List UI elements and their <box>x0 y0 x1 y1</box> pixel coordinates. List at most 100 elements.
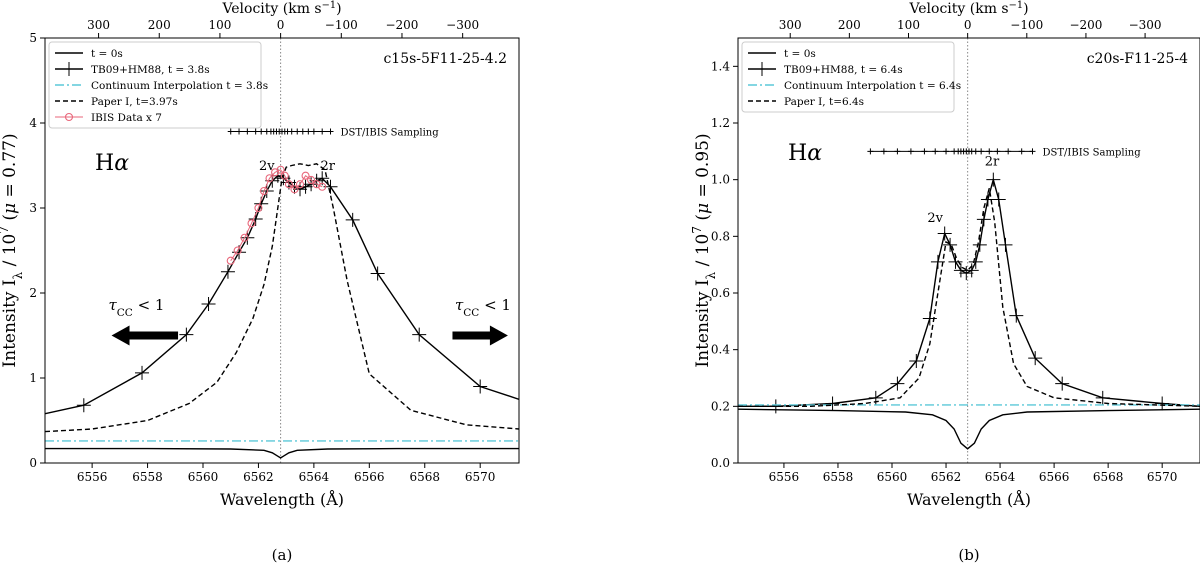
data-point-plus <box>937 226 952 241</box>
series-line <box>738 177 1200 407</box>
sampling-tick <box>258 128 265 135</box>
data-point-plus <box>298 179 313 194</box>
y-tick-label: 1 <box>29 371 37 385</box>
figure-label: (a) <box>272 546 293 564</box>
data-point-circle <box>284 180 293 189</box>
legend-marker <box>64 112 74 122</box>
legend-box <box>48 41 262 129</box>
data-point-plus <box>972 237 987 252</box>
sampling-tick <box>932 148 939 155</box>
data-point-plus <box>179 327 194 342</box>
x-tick-label: 6558 <box>132 470 163 484</box>
legend-item: Paper I, t=3.97s <box>55 96 178 108</box>
y-axis-label: Intensity Iλ / 107 (μ = 0.95) <box>690 133 718 367</box>
sampling-tick <box>994 148 1001 155</box>
sampling-label: DST/IBIS Sampling <box>341 128 440 139</box>
x-tick-label: 6562 <box>931 470 962 484</box>
y-tick-label: 0 <box>29 456 37 470</box>
x-tick-label: 6568 <box>1093 470 1124 484</box>
panel-a: DST/IBIS Sampling 2v 2r τCC < 1 τCC < 1 Hα c15… <box>0 0 520 509</box>
legend-label: Continuum Interpolation t = 3.8s <box>91 80 268 92</box>
legend: t = 0s TB09+HM88, t = 6.4s Continuum Inter… <box>741 41 961 113</box>
sampling-tick <box>867 148 874 155</box>
top-tick-label: 100 <box>897 18 920 32</box>
data-point-circle <box>276 165 285 174</box>
y-tick-label: 2 <box>29 286 37 300</box>
series-0 <box>45 447 519 459</box>
y-tick-label: 4 <box>29 116 37 130</box>
legend-label: TB09+HM88, t = 6.4s <box>784 64 903 76</box>
data-point-plus <box>220 264 235 279</box>
series-1 <box>738 172 1200 414</box>
legend-box <box>741 41 955 113</box>
sampling-tick <box>986 148 993 155</box>
data-point-plus <box>976 212 991 227</box>
legend-label: IBIS Data x 7 <box>91 112 162 124</box>
series-line <box>45 174 519 415</box>
legend-label: Paper I, t=3.97s <box>91 96 178 108</box>
data-point-plus <box>825 396 840 411</box>
y-tick-label: 1.2 <box>711 116 730 130</box>
x-tick-label: 6564 <box>985 470 1016 484</box>
legend-marker <box>62 62 76 76</box>
y-tick-label: 0.8 <box>711 229 730 243</box>
series-0 <box>738 408 1200 450</box>
data-point-plus <box>135 365 150 380</box>
y-tick-label: 1.4 <box>711 59 730 73</box>
sampling-tick <box>299 128 306 135</box>
sampling-tick <box>1018 148 1025 155</box>
sampling-tick <box>327 128 334 135</box>
data-point-circle <box>233 246 242 255</box>
sampling-tick <box>978 148 985 155</box>
arrow-left-icon <box>111 325 179 346</box>
data-point-plus <box>968 254 983 269</box>
annotation-2r: 2r <box>320 159 335 174</box>
line-label: Hα <box>788 141 822 166</box>
annotation-2v: 2v <box>259 159 275 174</box>
legend-label: Paper I, t=6.4s <box>784 96 864 108</box>
legend-item: Continuum Interpolation t = 6.4s <box>748 80 961 92</box>
x-tick-label: 6558 <box>823 470 854 484</box>
data-point-plus <box>76 398 91 413</box>
legend-item: IBIS Data x 7 <box>55 112 162 124</box>
top-tick-label: −200 <box>385 18 418 32</box>
panel-b: DST/IBIS Sampling 2v 2r Hα c20s-F11-25-4 6556… <box>690 0 1200 509</box>
series-4 <box>226 165 327 265</box>
series-line <box>738 188 1200 407</box>
data-point-circle <box>265 174 274 183</box>
legend: t = 0s TB09+HM88, t = 3.8s Continuum Inter… <box>48 41 268 129</box>
y-tick-label: 1.0 <box>711 173 730 187</box>
sampling-tick <box>907 148 914 155</box>
top-tick-label: 100 <box>208 18 231 32</box>
series-3 <box>738 188 1200 407</box>
legend-item: t = 0s <box>748 48 816 60</box>
top-tick-label: −300 <box>1129 18 1162 32</box>
sampling-tick <box>1029 148 1036 155</box>
y-tick-label: 0.0 <box>711 456 730 470</box>
series-line <box>45 447 519 459</box>
data-point-plus <box>986 172 1001 187</box>
legend-label: t = 0s <box>784 48 816 60</box>
model-label: c20s-F11-25-4 <box>1087 51 1188 67</box>
sampling-tick <box>319 128 326 135</box>
top-tick-label: −300 <box>446 18 479 32</box>
data-point-plus <box>909 354 924 368</box>
data-point-plus <box>201 297 216 312</box>
top-tick-label: 200 <box>148 18 171 32</box>
legend-item: TB09+HM88, t = 3.8s <box>55 62 210 76</box>
y-tick-label: 3 <box>29 201 37 215</box>
legend-marker <box>755 62 769 76</box>
data-point-plus <box>370 266 385 281</box>
sampling-tick <box>894 148 901 155</box>
data-point-circle <box>307 175 316 184</box>
sampling-tick <box>227 128 234 135</box>
sampling-tick <box>294 128 301 135</box>
y-tick-label: 0.4 <box>711 343 730 357</box>
series-line <box>230 169 323 261</box>
sampling-tick <box>972 148 979 155</box>
x-tick-label: 6556 <box>769 470 800 484</box>
x-tick-label: 6570 <box>465 470 496 484</box>
top-tick-label: 200 <box>838 18 861 32</box>
sampling-tick <box>236 128 243 135</box>
